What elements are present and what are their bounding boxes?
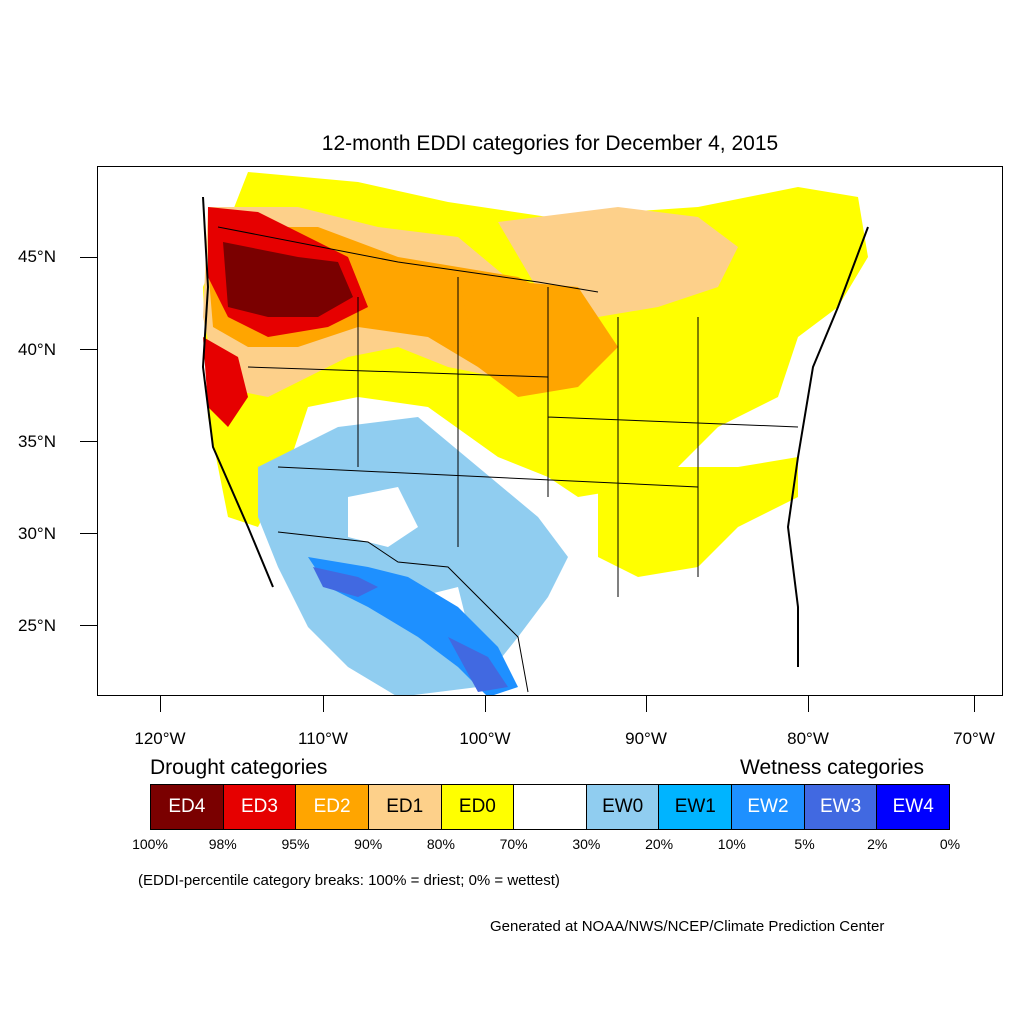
lon-label-70w: 70°W <box>953 729 995 748</box>
lon-tick <box>323 696 324 712</box>
legend-ew0: EW0 <box>586 785 660 829</box>
state-lines <box>247 277 799 597</box>
legend-ew3: EW3 <box>804 785 878 829</box>
region-ed2-center <box>458 277 618 397</box>
percentile-label: 70% <box>499 836 528 852</box>
percentile-label: 0% <box>939 836 961 852</box>
eddi-map-canvas <box>198 172 869 695</box>
region-ew3-tx <box>313 567 508 692</box>
percentile-label: 2% <box>867 836 888 852</box>
percentile-label: 30% <box>572 836 601 852</box>
lon-tick <box>160 696 161 712</box>
percentile-label: 10% <box>717 836 746 852</box>
legend-ed0: ED0 <box>441 785 515 829</box>
legend-ed3: ED3 <box>223 785 297 829</box>
lat-label-45: 45°N <box>18 247 56 266</box>
percentile-label: 90% <box>354 836 383 852</box>
lat-tick <box>80 625 97 626</box>
lon-tick <box>646 696 647 712</box>
lat-label-35: 35°N <box>18 432 56 451</box>
lon-label-120w: 120°W <box>134 729 186 748</box>
lon-tick <box>808 696 809 712</box>
lat-tick <box>80 257 97 258</box>
coastline <box>201 196 869 667</box>
canada-border <box>217 226 599 293</box>
lon-label-110w: 110°W <box>298 729 348 748</box>
lat-tick <box>80 349 97 350</box>
legend-ed1: ED1 <box>368 785 442 829</box>
legend-ed2: ED2 <box>296 785 369 829</box>
lon-label-100w: 100°W <box>459 729 511 748</box>
lat-label-40: 40°N <box>18 340 56 359</box>
lat-tick <box>80 533 97 534</box>
map-title: 12-month EDDI categories for December 4,… <box>321 132 779 155</box>
percentile-label: 95% <box>281 836 310 852</box>
credit-text: Generated at NOAA/NWS/NCEP/Climate Predi… <box>490 918 885 935</box>
legend-ew4: EW4 <box>877 785 950 829</box>
legend-normal <box>514 785 587 829</box>
region-ed4-nw <box>223 242 353 317</box>
legend-ew2: EW2 <box>732 785 805 829</box>
percentile-label: 80% <box>426 836 455 852</box>
percentile-label: 20% <box>645 836 674 852</box>
mexico-border <box>277 531 529 693</box>
lat-label-25: 25°N <box>18 616 56 635</box>
legend-ew1: EW1 <box>659 785 733 829</box>
region-ed3-ca <box>203 337 248 427</box>
wetness-categories-title: Wetness categories <box>740 756 925 779</box>
percentile-label: 98% <box>208 836 237 852</box>
region-ew0-sw <box>258 417 568 695</box>
lat-tick <box>80 441 97 442</box>
lon-label-90w: 90°W <box>625 729 667 748</box>
lon-tick <box>974 696 975 712</box>
lon-tick <box>485 696 486 712</box>
category-legend: ED4 ED3 ED2 ED1 ED0 EW0 EW1 EW2 EW3 EW4 <box>150 784 950 830</box>
lon-label-80w: 80°W <box>787 729 829 748</box>
eddi-map <box>97 166 1003 696</box>
drought-categories-title: Drought categories <box>150 756 328 779</box>
category-breaks-note: (EDDI-percentile category breaks: 100% =… <box>138 872 560 889</box>
percentile-label: 100% <box>132 836 168 852</box>
percentile-label: 5% <box>794 836 815 852</box>
lat-label-30: 30°N <box>18 524 56 543</box>
legend-ed4: ED4 <box>151 785 224 829</box>
